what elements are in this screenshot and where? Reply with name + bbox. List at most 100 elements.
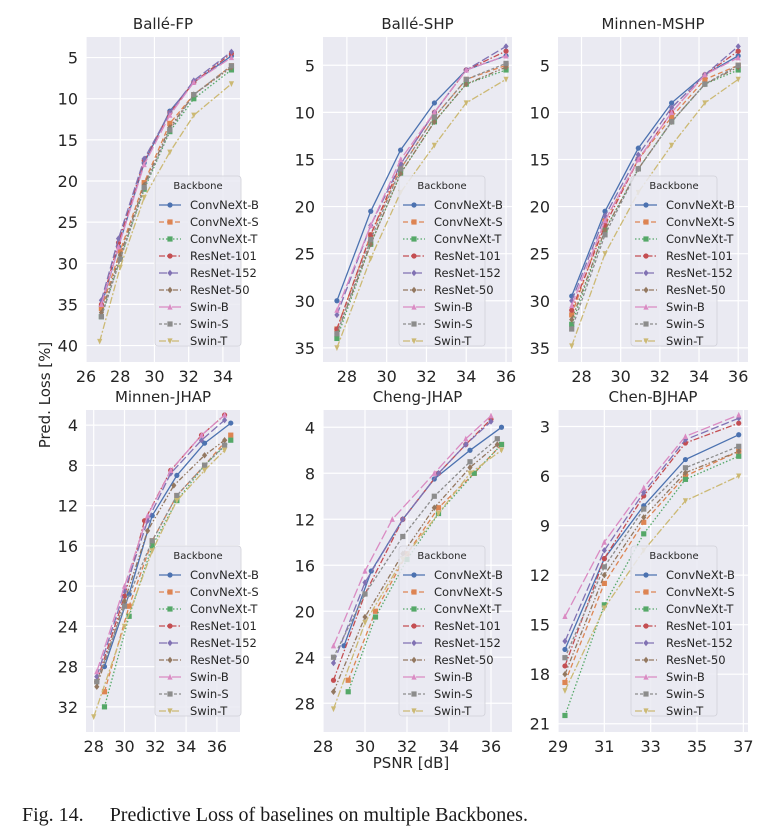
legend-marker <box>643 202 649 208</box>
data-point <box>334 311 340 319</box>
legend-entry-label: ResNet-50 <box>434 653 494 667</box>
legend-entry-label: Swin-S <box>434 317 473 331</box>
data-point <box>431 100 438 106</box>
legend-entry-label: ResNet-101 <box>434 619 501 633</box>
data-point <box>682 469 689 476</box>
y-tick-label: 15 <box>530 150 550 169</box>
data-point <box>372 614 379 620</box>
figure-canvas: Pred. Loss [%] PSNR [dB] 26 28 30 32 3451015… <box>36 15 754 772</box>
x-tick-label: 36 <box>207 737 227 756</box>
legend-marker <box>643 338 649 345</box>
legend-entry-label: ResNet-101 <box>434 249 501 263</box>
legend-marker <box>167 639 173 647</box>
data-point <box>228 81 235 87</box>
data-point <box>562 637 568 645</box>
x-tick-label: 36 <box>496 367 516 386</box>
x-tick-label: 36 <box>728 367 748 386</box>
data-point <box>191 112 197 119</box>
y-tick-label: 20 <box>295 602 315 621</box>
legend-marker <box>167 219 173 225</box>
data-point <box>149 548 155 554</box>
data-point <box>562 655 568 661</box>
series-line-swin-s <box>564 445 739 658</box>
series-line-swin-b <box>100 57 232 305</box>
data-point <box>635 166 641 172</box>
legend-marker <box>167 572 173 578</box>
chart-panel-5: 28 30 32 34 36 4 8 12 16 20 24 28 Cheng-JHAP Backbone… <box>295 388 512 756</box>
data-point <box>736 448 742 455</box>
data-point <box>435 470 442 477</box>
legend-entry-label: Swin-S <box>190 687 229 701</box>
y-tick-label: 16 <box>295 556 315 575</box>
data-point <box>362 591 368 597</box>
series-line-resnet-152 <box>100 51 232 301</box>
data-point <box>145 527 151 534</box>
series-line-swin-b <box>571 57 739 306</box>
legend-entry-label: Swin-T <box>190 334 228 348</box>
data-point <box>601 605 607 612</box>
data-point <box>141 184 147 191</box>
data-point <box>397 147 404 153</box>
data-point <box>117 248 123 254</box>
x-tick-label: 32 <box>145 737 165 756</box>
y-tick-label: 6 <box>540 467 550 486</box>
data-point <box>736 473 742 480</box>
data-point <box>736 443 742 449</box>
legend-entry-label: ConvNeXt-S <box>190 215 259 229</box>
data-point <box>167 120 173 126</box>
legend-entry-label: Swin-B <box>666 300 705 314</box>
data-point <box>167 149 173 156</box>
legend-box <box>154 175 242 347</box>
legend-marker <box>643 589 649 595</box>
series-line-resnet-101 <box>100 52 232 305</box>
data-point <box>641 506 647 512</box>
y-tick-label: 10 <box>58 90 78 109</box>
data-point <box>228 432 234 438</box>
data-point <box>368 255 374 262</box>
legend-entry-label: Swin-T <box>666 704 704 718</box>
data-point <box>141 194 147 201</box>
y-tick-label: 12 <box>530 566 550 585</box>
legend-marker <box>411 202 417 208</box>
y-tick-label: 25 <box>58 213 78 232</box>
data-point <box>669 142 675 149</box>
data-point <box>98 301 104 308</box>
data-point <box>94 679 100 685</box>
chart-panel-2: 28 30 32 34 36 5 10 15 20 25 30 35 Ballé-SHP Backbone… <box>295 15 517 386</box>
data-point <box>94 668 100 675</box>
data-point <box>735 76 741 83</box>
legend: Backbone ConvNeXt-B ConvNeXt-S ConvNeXt-T Re… <box>630 545 735 718</box>
data-point <box>431 142 438 149</box>
legend-marker <box>167 269 173 277</box>
legend-title: Backbone <box>173 551 222 562</box>
y-tick-label: 20 <box>58 577 78 596</box>
legend-marker <box>411 673 417 680</box>
data-point <box>702 71 708 78</box>
legend-entry-label: ResNet-50 <box>190 653 250 667</box>
legend-marker <box>167 656 173 664</box>
data-point <box>602 251 608 257</box>
data-point <box>641 489 647 496</box>
data-point <box>562 671 568 678</box>
legend-entry-label: ResNet-101 <box>666 249 733 263</box>
data-point <box>98 314 104 320</box>
y-tick-label: 32 <box>58 698 78 717</box>
data-point <box>431 504 437 511</box>
y-tick-label: 16 <box>58 537 78 556</box>
legend-marker <box>411 286 417 294</box>
legend-entry-label: ResNet-152 <box>666 636 733 650</box>
series-group <box>91 411 234 721</box>
data-point <box>368 222 374 229</box>
legend-entry-label: Swin-B <box>434 670 473 684</box>
legend-marker <box>643 269 649 277</box>
series-line-resnet-152 <box>336 45 507 316</box>
data-point <box>503 76 509 83</box>
data-point <box>126 603 132 609</box>
data-point <box>503 48 509 54</box>
data-point <box>101 704 108 710</box>
data-point <box>463 100 469 107</box>
data-point <box>368 208 374 214</box>
data-point <box>736 453 742 459</box>
y-tick-label: 3 <box>540 418 550 437</box>
data-point <box>97 338 103 345</box>
